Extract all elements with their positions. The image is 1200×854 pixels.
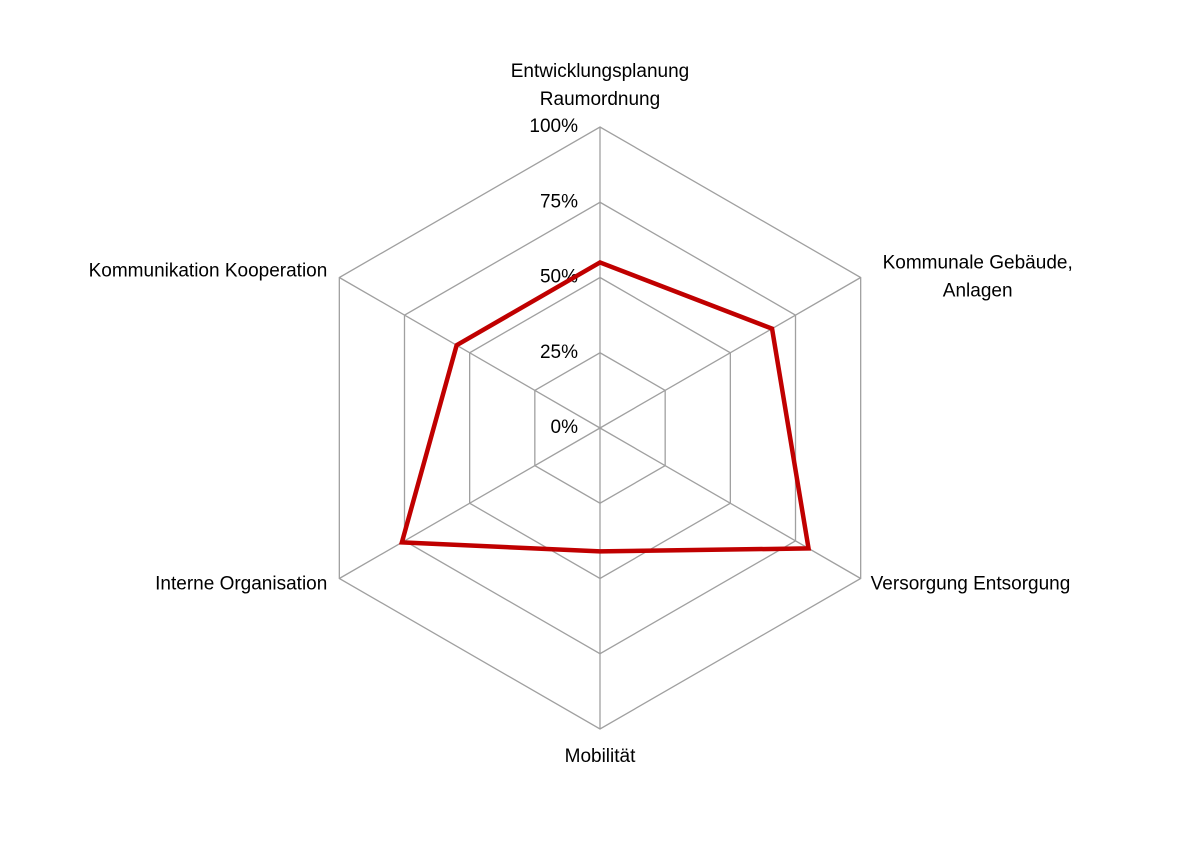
r-tick-label: 0%	[551, 417, 579, 438]
category-label-line: Kommunale Gebäude,	[883, 253, 1073, 274]
category-label: Interne Organisation	[155, 574, 327, 595]
spoke	[339, 276, 601, 429]
category-label-line: Entwicklungsplanung	[511, 61, 690, 82]
spoke	[599, 427, 861, 580]
category-label: Kommunikation Kooperation	[89, 261, 328, 282]
category-label: Mobilität	[565, 746, 636, 767]
category-label: Versorgung Entsorgung	[871, 574, 1071, 595]
category-label-line: Raumordnung	[540, 89, 660, 110]
category-label: Kommunale Gebäude, Anlagen	[883, 253, 1073, 302]
series-line	[398, 259, 812, 554]
category-label-line: Mobilität	[565, 746, 636, 767]
category-label-line: Kommunikation Kooperation	[89, 261, 328, 282]
category-label-line: Anlagen	[943, 281, 1013, 302]
r-tick-label: 75%	[540, 191, 578, 212]
category-label-line: Versorgung Entsorgung	[871, 574, 1071, 595]
spoke	[599, 276, 861, 429]
spoke	[339, 427, 601, 580]
r-tick-label: 100%	[529, 116, 578, 137]
category-label: Entwicklungsplanung Raumordnung	[511, 61, 690, 110]
category-label-line: Interne Organisation	[155, 574, 327, 595]
r-tick-label: 25%	[540, 342, 578, 363]
